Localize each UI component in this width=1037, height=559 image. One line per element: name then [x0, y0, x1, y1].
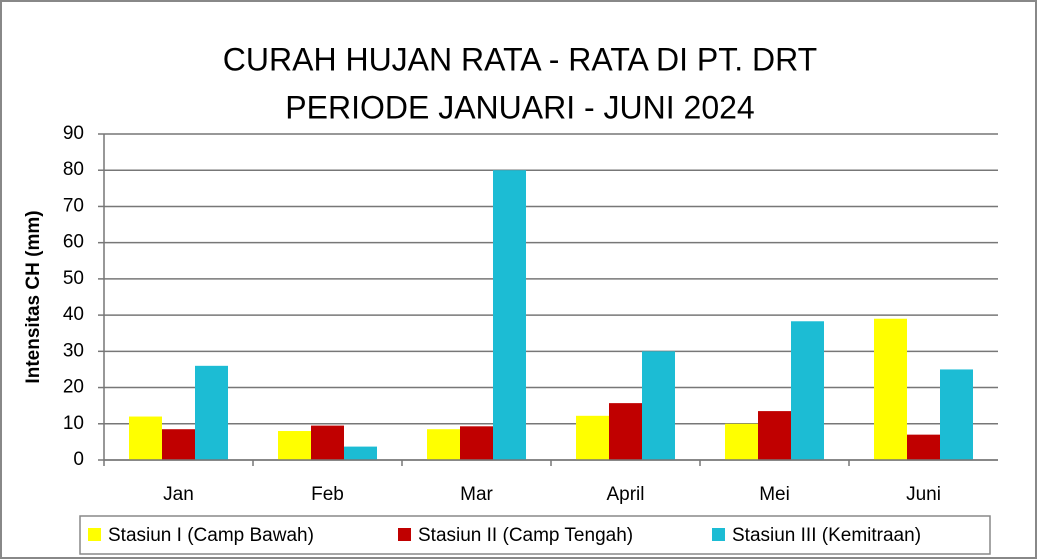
y-tick-label: 50 [63, 268, 84, 289]
x-tick-label: Jan [163, 484, 194, 505]
x-tick-label: Juni [906, 484, 941, 505]
bar [609, 403, 642, 460]
legend-label: Stasiun I (Camp Bawah) [108, 525, 314, 546]
y-axis-label: Intensitas CH (mm) [23, 210, 44, 383]
y-tick-label: 90 [63, 123, 84, 144]
x-tick-label: April [606, 484, 644, 505]
legend-label: Stasiun II (Camp Tengah) [418, 525, 633, 546]
bar [791, 321, 824, 460]
x-tick-label: Mei [759, 484, 790, 505]
legend-swatch [88, 528, 101, 541]
bar [940, 369, 973, 460]
bar [195, 365, 228, 460]
legend-box [79, 515, 991, 555]
y-tick-label: 80 [63, 159, 84, 180]
y-tick-label: 20 [63, 377, 84, 398]
y-tick-label: 70 [63, 195, 84, 216]
legend-swatch [398, 528, 411, 541]
bar [162, 429, 195, 460]
legend-label: Stasiun III (Kemitraan) [732, 525, 921, 546]
y-tick-label: 0 [73, 449, 84, 470]
bar [493, 170, 526, 460]
chart-title: CURAH HUJAN RATA - RATA DI PT. DRT [223, 41, 817, 77]
bar [907, 434, 940, 460]
bar [576, 415, 609, 460]
bar [311, 425, 344, 460]
bar [642, 351, 675, 460]
x-tick-label: Mar [460, 484, 493, 505]
bar [460, 426, 493, 460]
bar [725, 423, 758, 460]
y-tick-label: 30 [63, 340, 84, 361]
y-tick-label: 60 [63, 232, 84, 253]
bar [129, 416, 162, 460]
bar [758, 411, 791, 460]
bar [278, 431, 311, 460]
chart-title: PERIODE JANUARI - JUNI 2024 [285, 89, 754, 125]
y-tick-label: 40 [63, 304, 84, 325]
bar [344, 446, 377, 460]
x-tick-label: Feb [311, 484, 344, 505]
bar [874, 318, 907, 460]
legend-swatch [712, 528, 725, 541]
bar [427, 429, 460, 460]
y-tick-label: 10 [63, 413, 84, 434]
